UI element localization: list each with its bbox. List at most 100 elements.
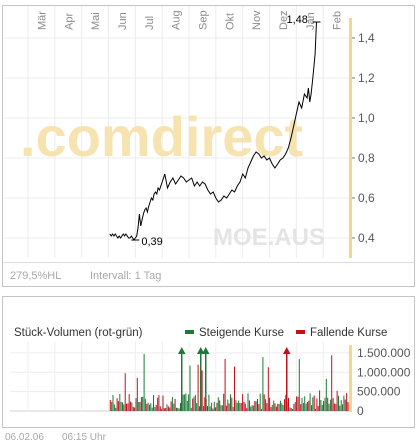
month-axis: Mär Apr Mai Jun Jul Aug Sep Okt Nov Dez Jan Feb xyxy=(36,10,343,30)
volume-bar xyxy=(325,378,327,411)
legend-down-label: Fallende Kurse xyxy=(310,327,387,339)
volume-bar xyxy=(267,367,269,411)
volume-bar xyxy=(342,404,343,411)
price-chart-frame xyxy=(2,5,415,287)
volume-bar xyxy=(320,400,322,411)
volume-bar xyxy=(219,400,221,411)
volume-bar xyxy=(173,403,175,411)
volume-bar xyxy=(116,398,118,411)
volume-bar xyxy=(270,407,272,411)
volume-bar xyxy=(275,406,277,411)
volume-bar xyxy=(290,407,292,411)
price-y-tick-label: 1,4 xyxy=(358,31,375,45)
volume-bar xyxy=(146,403,148,411)
volume-bar xyxy=(124,373,126,411)
volume-bar xyxy=(151,407,153,411)
volume-bar xyxy=(258,404,260,411)
volume-bar xyxy=(271,404,273,411)
price-annotations: 0,39 1,48 xyxy=(131,14,321,248)
legend-down-swatch xyxy=(296,330,305,334)
volume-bar xyxy=(120,401,122,411)
volume-bar xyxy=(197,364,199,411)
overflow-arrow-icon xyxy=(197,347,205,354)
volume-bar xyxy=(329,399,331,411)
volume-bar xyxy=(217,397,219,411)
month-tick-label: Nov xyxy=(251,10,263,30)
volume-bar xyxy=(235,400,237,411)
volume-bar xyxy=(185,393,187,411)
volume-bar xyxy=(216,402,218,411)
volume-bar xyxy=(177,407,179,411)
volume-bar xyxy=(284,399,285,411)
volume-y-axis: 0 500.000 1.000.000 1.500.000 xyxy=(357,346,411,418)
volume-bar xyxy=(339,405,341,411)
volume-bar xyxy=(113,404,115,411)
volume-bar xyxy=(128,394,130,411)
volume-bar xyxy=(215,407,217,411)
volume-bar xyxy=(221,405,223,411)
volume-bar xyxy=(242,394,244,411)
volume-bar xyxy=(321,404,323,411)
volume-bar xyxy=(313,395,315,411)
volume-bar xyxy=(169,407,171,411)
volume-bar xyxy=(224,358,226,411)
volume-bar xyxy=(204,397,206,411)
volume-bar-overflow xyxy=(205,351,207,411)
volume-bar xyxy=(115,407,117,411)
volume-bar xyxy=(238,400,240,411)
volume-bar xyxy=(255,401,257,411)
volume-bar xyxy=(324,397,326,411)
volume-bar xyxy=(251,405,253,411)
volume-bar xyxy=(123,404,125,411)
volume-bar xyxy=(188,394,190,411)
volume-bar xyxy=(278,404,280,411)
volume-bar xyxy=(261,409,262,411)
volume-bar xyxy=(282,405,284,411)
month-tick-label: Mär xyxy=(36,11,48,30)
volume-bar xyxy=(236,402,238,411)
volume-bar xyxy=(316,398,318,411)
volume-bar xyxy=(207,406,208,411)
volume-bar xyxy=(288,397,289,411)
volume-bar xyxy=(186,401,188,411)
volume-bar-overflow xyxy=(181,351,183,411)
volume-bar xyxy=(142,396,144,411)
volume-bar xyxy=(171,396,173,411)
volume-bar xyxy=(158,395,160,411)
volume-bar xyxy=(315,408,316,411)
month-tick-label: Apr xyxy=(63,13,75,30)
volume-bar xyxy=(198,406,200,411)
volume-bar xyxy=(136,378,138,411)
month-tick-label: Dez xyxy=(278,10,290,30)
volume-bar xyxy=(223,393,225,411)
volume-bar xyxy=(269,397,271,411)
month-tick-label: Okt xyxy=(224,13,236,30)
volume-bar xyxy=(174,398,176,411)
volume-bar xyxy=(143,353,145,411)
volume-bar xyxy=(211,402,213,411)
volume-bar xyxy=(196,403,198,411)
footer-time: 06:15 Uhr xyxy=(62,432,107,443)
volume-bar xyxy=(340,400,342,411)
legend-down: Fallende Kurse xyxy=(296,327,387,339)
volume-bar xyxy=(240,403,242,411)
volume-bar xyxy=(231,397,233,411)
volume-bar xyxy=(319,390,321,411)
volume-bar xyxy=(165,408,167,411)
volume-bar xyxy=(157,397,159,411)
volume-bar xyxy=(273,400,275,411)
volume-bar xyxy=(132,406,134,411)
month-tick-label: Jan xyxy=(305,12,317,30)
footer-date: 06.02.06 xyxy=(5,432,44,443)
volume-bar xyxy=(232,406,234,411)
month-tick-label: Aug xyxy=(171,10,183,30)
legend-up-swatch xyxy=(185,330,194,334)
volume-bar xyxy=(262,357,264,411)
volume-bar xyxy=(343,395,345,411)
volume-bar xyxy=(309,393,311,411)
price-grid xyxy=(4,6,350,258)
volume-bar xyxy=(344,399,346,411)
volume-bar xyxy=(154,407,156,411)
volume-bar xyxy=(327,397,329,411)
volume-y-tick-label: 1.000.000 xyxy=(357,365,411,379)
